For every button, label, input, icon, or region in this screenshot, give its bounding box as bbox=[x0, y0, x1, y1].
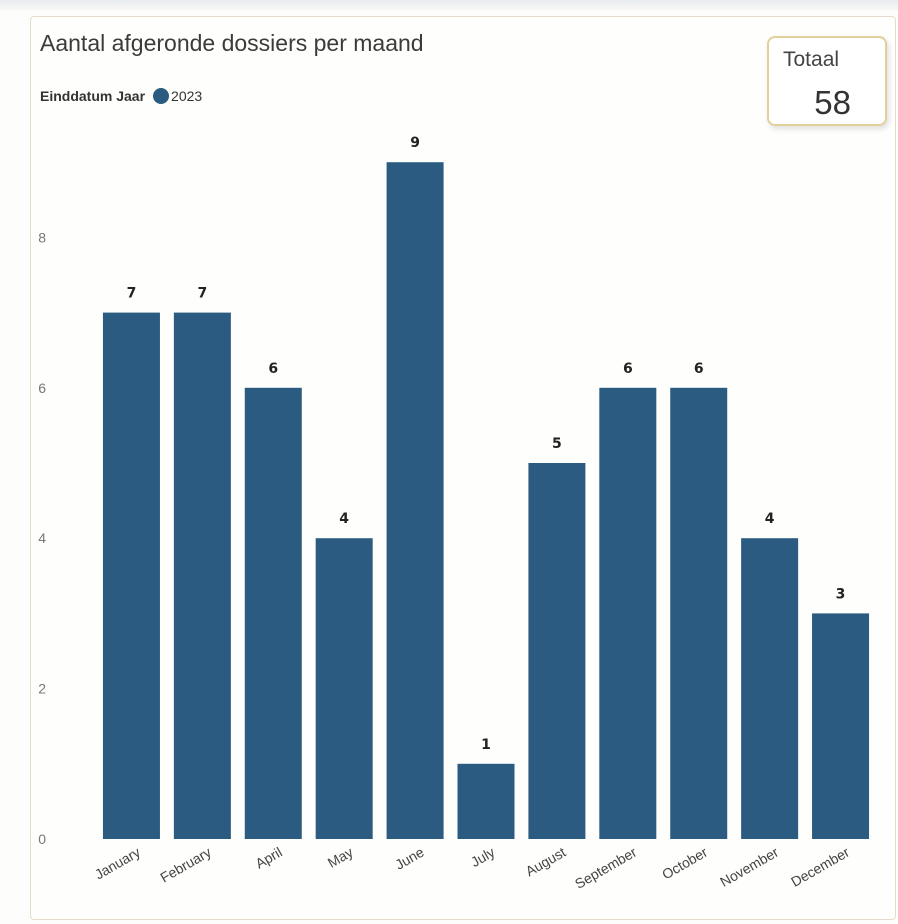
data-label: 5 bbox=[552, 436, 562, 452]
x-tick-label: February bbox=[157, 844, 214, 886]
x-tick-label: September bbox=[572, 844, 640, 892]
legend-dot-icon bbox=[153, 88, 170, 104]
x-tick-label: January bbox=[92, 844, 143, 883]
bar-october[interactable] bbox=[670, 387, 728, 839]
bar-august[interactable] bbox=[528, 463, 586, 839]
bar-september[interactable] bbox=[599, 387, 657, 839]
data-label: 6 bbox=[268, 361, 278, 377]
bar-january[interactable] bbox=[102, 312, 160, 840]
data-label: 7 bbox=[127, 286, 137, 302]
y-tick-label: 0 bbox=[38, 831, 46, 847]
data-label: 3 bbox=[836, 586, 846, 602]
x-tick-label: December bbox=[788, 844, 852, 890]
legend: Einddatum Jaar 2023 bbox=[40, 86, 202, 106]
data-label: 4 bbox=[339, 511, 349, 527]
data-label: 4 bbox=[765, 511, 775, 527]
bar-july[interactable] bbox=[457, 763, 515, 839]
x-tick-label: April bbox=[253, 844, 285, 872]
y-tick-label: 2 bbox=[38, 681, 46, 697]
legend-entry-2023[interactable]: 2023 bbox=[171, 88, 203, 104]
data-label: 6 bbox=[694, 361, 704, 377]
bar-february[interactable] bbox=[173, 312, 231, 840]
bar-april[interactable] bbox=[244, 387, 302, 839]
bar-may[interactable] bbox=[315, 538, 373, 839]
data-label: 7 bbox=[197, 286, 207, 302]
bar-december[interactable] bbox=[812, 613, 870, 839]
data-label: 1 bbox=[481, 737, 491, 753]
x-tick-label: October bbox=[659, 844, 710, 883]
x-tick-label: July bbox=[468, 844, 498, 870]
kpi-value: 58 bbox=[814, 84, 851, 121]
x-tick-label: May bbox=[325, 844, 356, 871]
x-tick-label: June bbox=[392, 844, 426, 873]
x-tick-label: August bbox=[523, 844, 569, 880]
total-kpi-card[interactable]: Totaal 58 bbox=[767, 36, 887, 126]
y-tick-label: 4 bbox=[38, 530, 46, 546]
bar-june[interactable] bbox=[386, 162, 444, 839]
legend-title: Einddatum Jaar bbox=[40, 88, 146, 104]
x-tick-label: November bbox=[717, 844, 781, 890]
chart-title: Aantal afgeronde dossiers per maand bbox=[40, 30, 424, 56]
data-label: 6 bbox=[623, 361, 633, 377]
bar-november[interactable] bbox=[741, 538, 799, 839]
top-strip bbox=[0, 0, 898, 10]
data-label: 9 bbox=[410, 135, 420, 151]
y-tick-label: 6 bbox=[38, 380, 46, 396]
kpi-label: Totaal bbox=[783, 48, 840, 71]
y-tick-label: 8 bbox=[38, 229, 46, 245]
